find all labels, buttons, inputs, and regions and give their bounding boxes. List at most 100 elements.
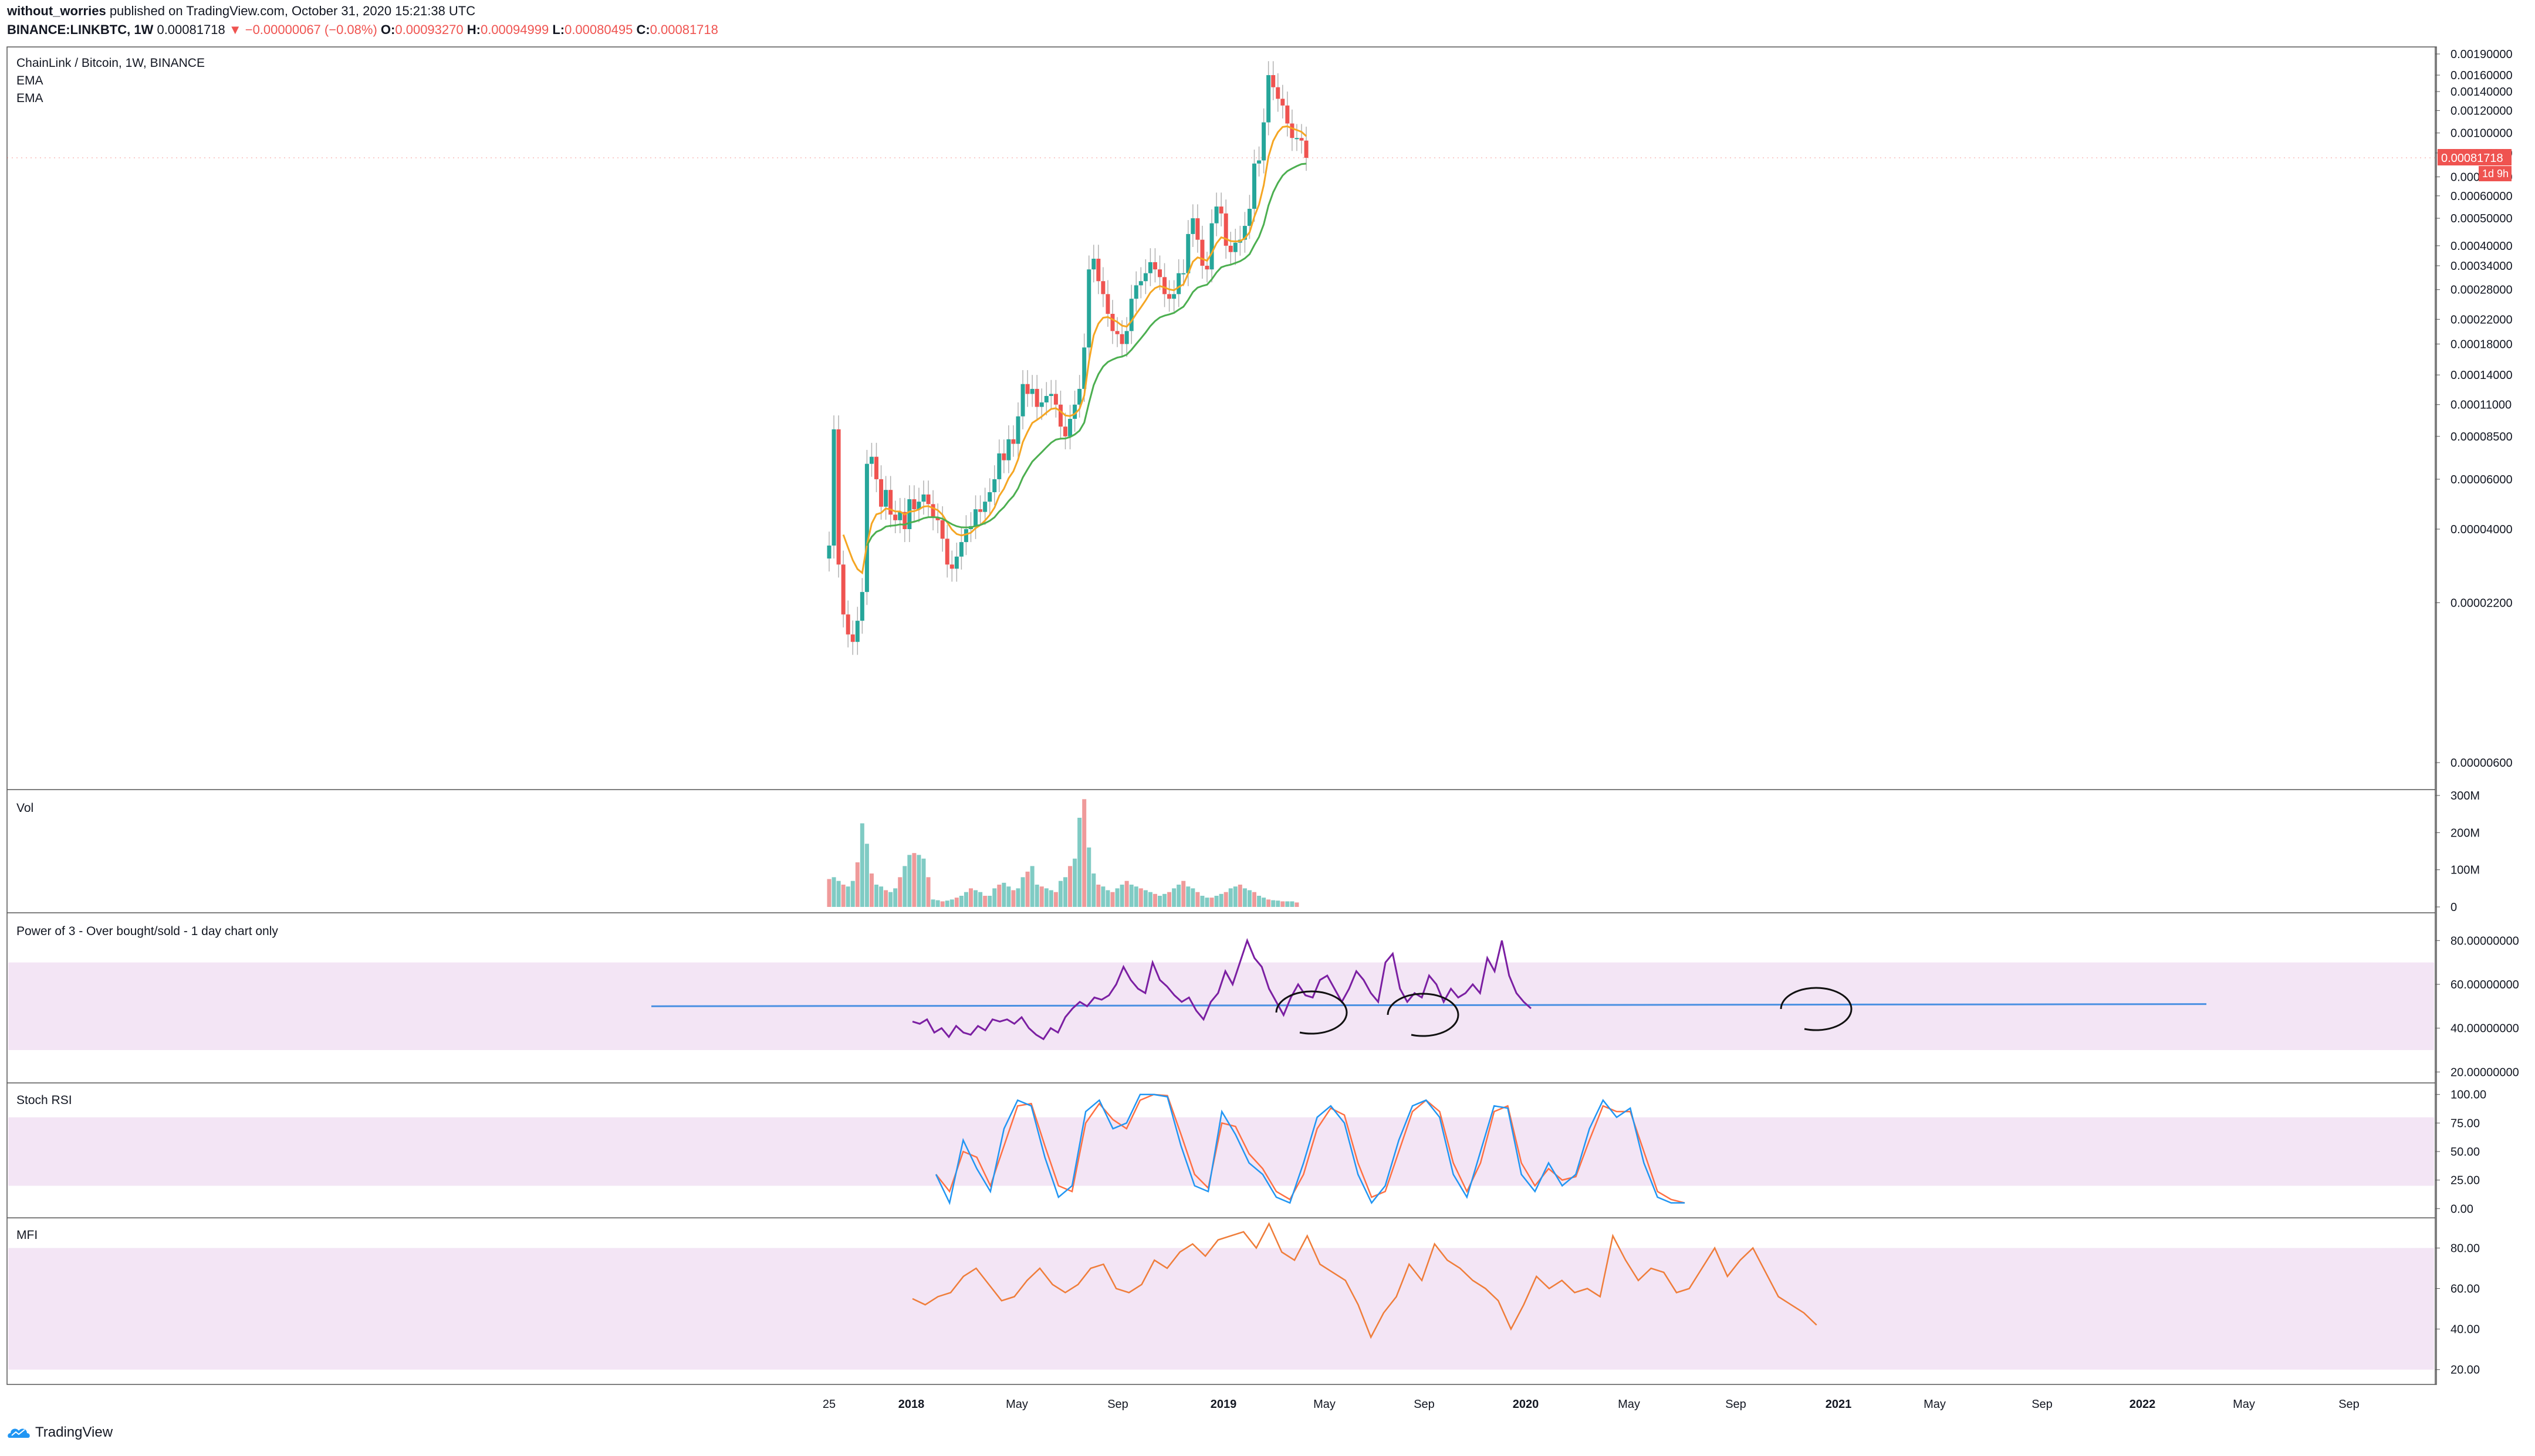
volume-bar — [912, 853, 917, 907]
volume-bar — [850, 881, 855, 907]
oscillator-axis-label: 60.00 — [2450, 1283, 2480, 1296]
volume-axis-label: 300M — [2450, 790, 2480, 803]
volume-bar — [974, 890, 978, 907]
candle — [912, 499, 917, 510]
high-value: 0.00094999 — [480, 22, 549, 37]
tradingview-logo[interactable]: TradingView — [7, 1424, 113, 1441]
volume-bar — [869, 873, 874, 907]
volume-bar — [1181, 881, 1186, 907]
price-axis-label: 0.00034000 — [2450, 260, 2513, 273]
stoch-rsi-legend[interactable]: Stoch RSI — [16, 1093, 72, 1107]
candle — [1030, 388, 1035, 394]
ema-slow-legend[interactable]: EMA — [16, 92, 43, 105]
oscillator-axis-label: 75.00 — [2450, 1117, 2480, 1130]
candle — [1006, 439, 1011, 460]
ema-fast-legend[interactable]: EMA — [16, 74, 43, 87]
candle — [1266, 75, 1271, 123]
candle — [1063, 426, 1067, 436]
volume-bar — [1158, 896, 1162, 907]
mfi-legend[interactable]: MFI — [16, 1228, 38, 1242]
time-axis-label: Sep — [2032, 1398, 2053, 1411]
time-axis-label: 2018 — [898, 1398, 925, 1411]
volume-bar — [935, 900, 940, 907]
candle — [888, 490, 893, 515]
candle — [1068, 418, 1073, 436]
candle — [1271, 75, 1276, 87]
close-label: C: — [636, 22, 650, 37]
volume-bar — [884, 890, 888, 907]
candle — [898, 512, 903, 520]
volume-bar — [1276, 900, 1280, 907]
volume-axis-label: 100M — [2450, 864, 2480, 877]
last-price-tag — [2438, 149, 2512, 166]
price-axis-label: 0.00022000 — [2450, 313, 2513, 326]
oscillator-axis-label: 80.00000000 — [2450, 934, 2519, 947]
volume-bar — [931, 899, 935, 907]
time-axis-label: May — [1618, 1398, 1640, 1411]
candle — [1214, 206, 1219, 224]
volume-bar — [1053, 892, 1058, 907]
time-axis-label: May — [1924, 1398, 1946, 1411]
volume-bar — [1280, 901, 1285, 907]
last-price-tag-text: 0.00081718 — [2441, 152, 2503, 165]
candle — [1252, 163, 1256, 209]
price-axis-label: 0.00000600 — [2450, 757, 2513, 770]
candle — [1177, 273, 1181, 294]
candle — [841, 564, 846, 615]
candle — [1162, 277, 1167, 294]
candle — [931, 504, 935, 517]
candle — [1186, 233, 1191, 273]
candle — [1294, 138, 1299, 140]
time-axis-label: 2022 — [2130, 1398, 2156, 1411]
candle — [1115, 331, 1120, 334]
volume-bar — [949, 899, 954, 907]
volume-bar — [1271, 900, 1276, 907]
candle — [1285, 105, 1290, 124]
volume-bar — [1148, 892, 1152, 907]
volume-bar — [1020, 877, 1025, 907]
candle — [1158, 269, 1162, 277]
price-axis-label: 0.00014000 — [2450, 369, 2513, 382]
volume-bar — [1252, 892, 1256, 907]
candle — [1129, 299, 1134, 331]
volume-legend[interactable]: Vol — [16, 801, 34, 815]
author-name[interactable]: without_worries — [7, 4, 106, 18]
candle — [864, 463, 869, 592]
high-label: H: — [467, 22, 481, 37]
change-arrow-icon: ▼ — [228, 22, 242, 37]
volume-bar — [879, 886, 884, 907]
power3-legend[interactable]: Power of 3 - Over bought/sold - 1 day ch… — [16, 925, 278, 938]
time-axis-label: 25 — [823, 1398, 836, 1411]
candle — [1257, 160, 1262, 164]
volume-bar — [1177, 885, 1181, 907]
volume-axis-label: 0 — [2450, 901, 2457, 914]
publish-info: without_worries published on TradingView… — [7, 4, 475, 19]
candle — [935, 517, 940, 520]
price-axis-label: 0.00006000 — [2450, 473, 2513, 486]
close-value: 0.00081718 — [650, 22, 718, 37]
price-axis-label: 0.00050000 — [2450, 212, 2513, 225]
volume-bar — [1110, 892, 1115, 907]
price-axis-label: 0.00008500 — [2450, 431, 2513, 443]
candle — [964, 529, 968, 543]
volume-axis-label: 200M — [2450, 827, 2480, 839]
volume-bar — [1257, 896, 1262, 907]
candle — [1205, 265, 1209, 270]
main-legend-title[interactable]: ChainLink / Bitcoin, 1W, BINANCE — [16, 56, 205, 70]
candle — [855, 621, 860, 642]
oscillator-axis-label: 40.00 — [2450, 1323, 2480, 1336]
oscillator-axis-label: 25.00 — [2450, 1174, 2480, 1187]
candle — [1134, 285, 1138, 299]
candle — [1016, 416, 1020, 444]
volume-bar — [1200, 896, 1205, 907]
volume-bar — [1035, 885, 1039, 907]
volume-bar — [1233, 886, 1238, 907]
volume-bar — [1266, 899, 1271, 907]
volume-bar — [888, 892, 893, 907]
volume-bar — [959, 896, 964, 907]
candle — [1299, 138, 1304, 141]
volume-bar — [1002, 882, 1006, 907]
annotation-circle — [1387, 993, 1459, 1037]
candle — [1276, 87, 1280, 99]
